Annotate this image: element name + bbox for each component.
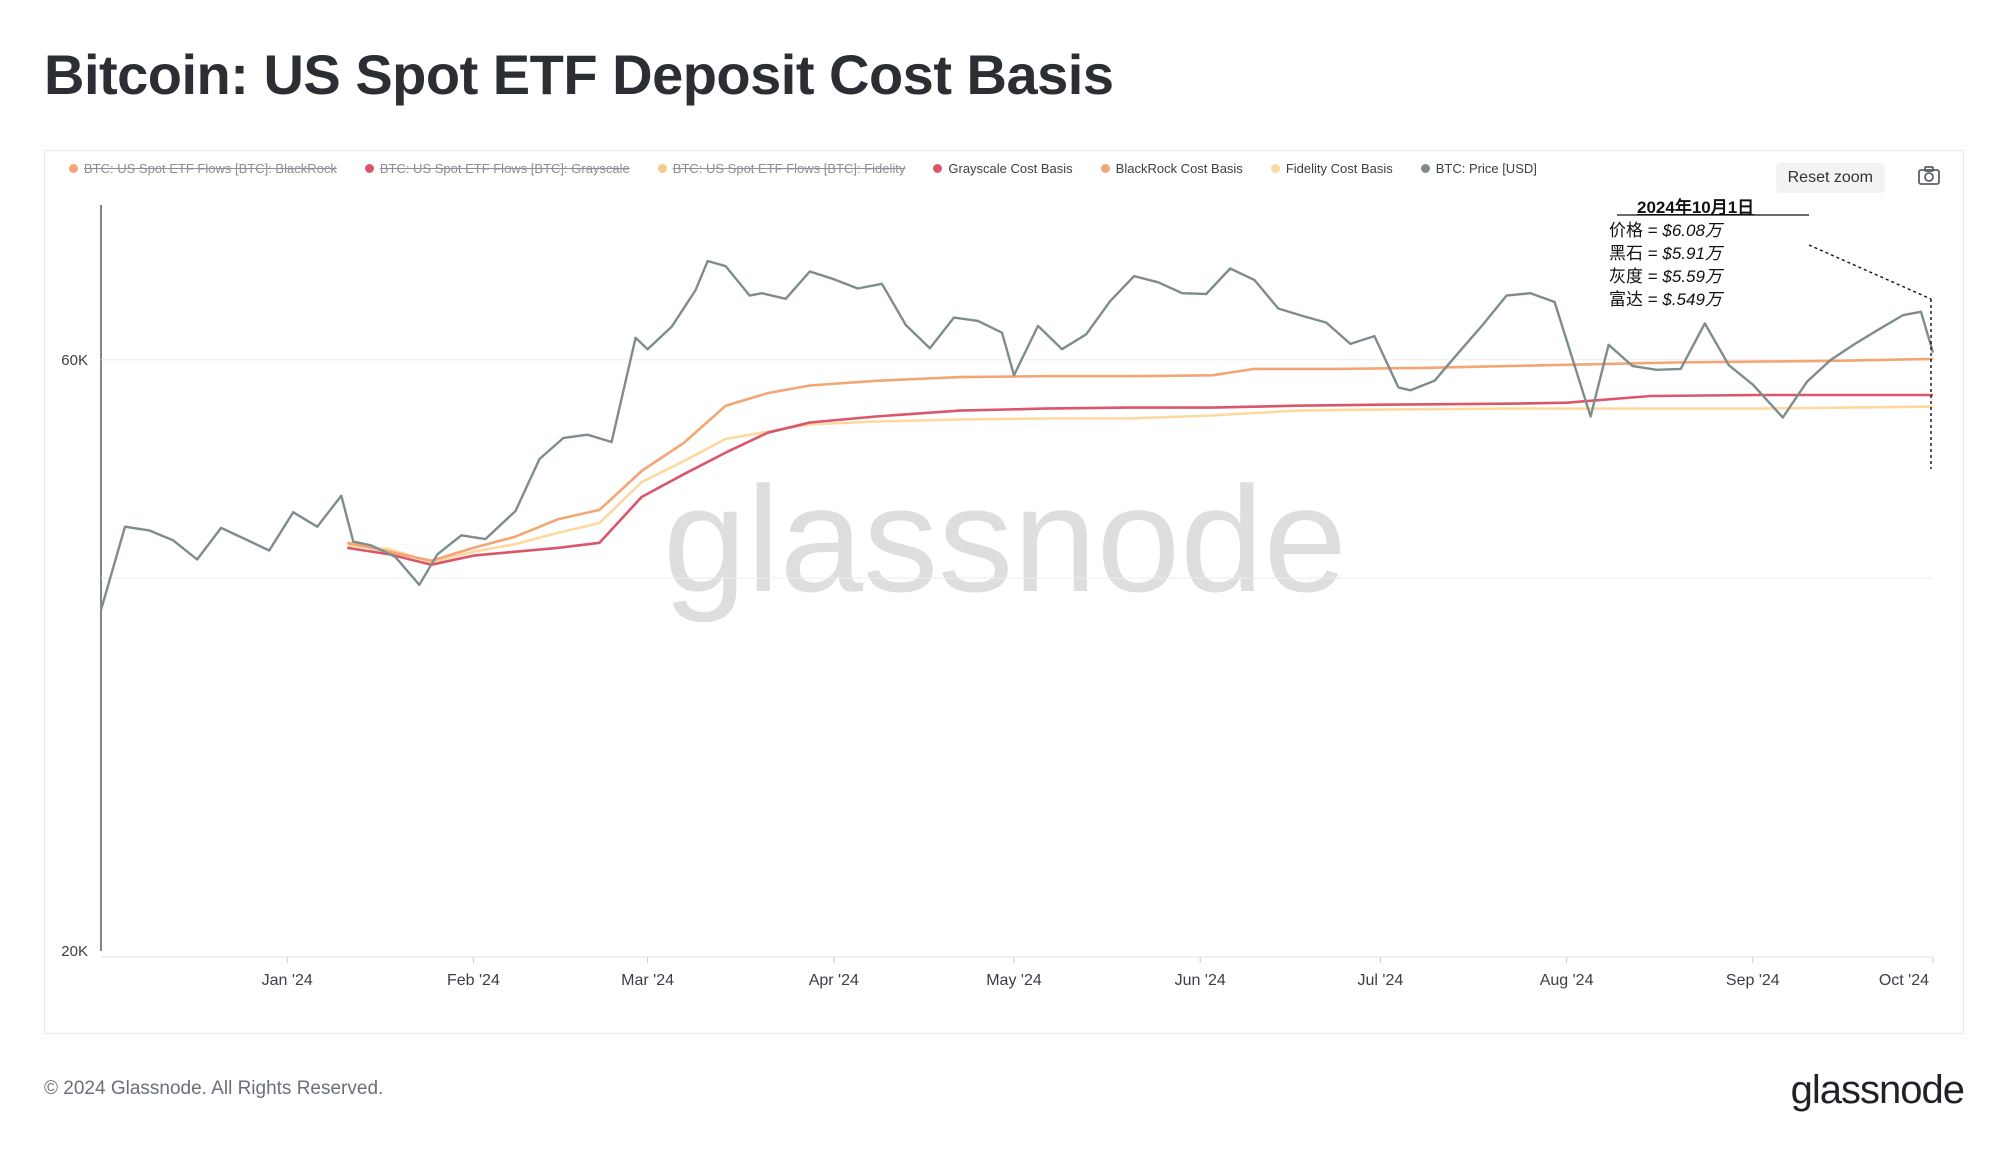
annotation-value: $6.08万 xyxy=(1662,221,1722,240)
x-tick-label: Mar '24 xyxy=(621,972,674,989)
x-tick-label: Jan '24 xyxy=(262,972,313,989)
annotation-row: 黑石 = $5.91万 xyxy=(1609,242,1754,265)
watermark-text: glassnode xyxy=(663,455,1347,623)
annotation-value: $5.59万 xyxy=(1662,267,1722,286)
x-tick-label: May '24 xyxy=(986,972,1042,989)
legend-item[interactable]: BTC: Price [USD] xyxy=(1420,161,1537,176)
legend-dot-icon xyxy=(364,164,374,173)
series-line-fidelity-cost-basis xyxy=(347,405,1934,564)
series-line-grayscale-cost-basis xyxy=(347,393,1933,566)
legend-label: BTC: US Spot ETF Flows [BTC]: BlackRock xyxy=(84,161,337,176)
annotation-value: $.549万 xyxy=(1662,290,1722,309)
reset-zoom-button[interactable]: Reset zoom xyxy=(1775,163,1885,193)
x-tick-label: Feb '24 xyxy=(447,972,500,989)
legend-item[interactable]: BTC: US Spot ETF Flows [BTC]: BlackRock xyxy=(69,161,337,176)
legend-label: BTC: US Spot ETF Flows [BTC]: Fidelity xyxy=(672,161,906,176)
legend-label: Fidelity Cost Basis xyxy=(1285,161,1393,176)
y-tick-label: 60K xyxy=(61,352,88,369)
footer-logo: glassnode xyxy=(1790,1068,1965,1112)
annotation-row: 灰度 = $5.59万 xyxy=(1609,265,1754,288)
annotation-label: 富达 = xyxy=(1609,290,1663,309)
chart-legend: BTC: US Spot ETF Flows [BTC]: BlackRock B… xyxy=(69,161,1537,176)
camera-icon[interactable] xyxy=(1917,165,1941,187)
legend-label: BTC: Price [USD] xyxy=(1435,161,1537,176)
legend-label: Grayscale Cost Basis xyxy=(948,161,1073,176)
legend-dot-icon xyxy=(69,164,78,173)
annotation-label: 价格 = xyxy=(1609,221,1663,240)
page-title: Bitcoin: US Spot ETF Deposit Cost Basis xyxy=(44,43,1114,106)
annotation-leader-line xyxy=(1808,244,1932,300)
annotation-row: 富达 = $.549万 xyxy=(1609,288,1754,311)
legend-dot-icon xyxy=(657,164,667,173)
x-tick-label: Apr '24 xyxy=(809,972,859,989)
series-line-blackrock-cost-basis xyxy=(347,357,1934,563)
annotation-date: 2024年10月1日 xyxy=(1637,198,1755,217)
x-tick-label: Jun '24 xyxy=(1175,972,1226,989)
x-tick-label: Oct '24 xyxy=(1879,972,1929,989)
legend-item[interactable]: BlackRock Cost Basis xyxy=(1100,161,1243,176)
y-tick-label: 20K xyxy=(61,943,88,960)
annotation-label: 黑石 = xyxy=(1609,244,1663,263)
legend-dot-icon xyxy=(1270,164,1280,173)
legend-dot-icon xyxy=(1420,164,1430,173)
series-line-btc-price-usd- xyxy=(99,259,1935,611)
legend-item[interactable]: BTC: US Spot ETF Flows [BTC]: Grayscale xyxy=(364,161,630,176)
annotation-row: 价格 = $6.08万 xyxy=(1609,219,1754,242)
chart-plot: glassnode 20K 60K Jan '24 Feb '24 Mar '24 Apr … xyxy=(61,205,1935,989)
footer-copyright: © 2024 Glassnode. All Rights Reserved. xyxy=(44,1078,384,1099)
legend-item[interactable]: Grayscale Cost Basis xyxy=(933,161,1073,176)
legend-dot-icon xyxy=(1100,164,1110,173)
legend-item[interactable]: Fidelity Cost Basis xyxy=(1270,161,1393,176)
annotation-value: $5.91万 xyxy=(1662,244,1722,263)
x-tick-label: Sep '24 xyxy=(1726,972,1780,989)
legend-dot-icon xyxy=(933,164,943,173)
x-tick-label: Aug '24 xyxy=(1540,972,1594,989)
x-tick-label: Jul '24 xyxy=(1358,972,1404,989)
legend-label: BTC: US Spot ETF Flows [BTC]: Grayscale xyxy=(379,161,630,176)
legend-label: BlackRock Cost Basis xyxy=(1115,161,1243,176)
legend-item[interactable]: BTC: US Spot ETF Flows [BTC]: Fidelity xyxy=(657,161,906,176)
price-annotation: 2024年10月1日 价格 = $6.08万 黑石 = $5.91万 灰度 = $5… xyxy=(1609,196,1754,311)
annotation-label: 灰度 = xyxy=(1609,267,1663,286)
chart-container: BTC: US Spot ETF Flows [BTC]: BlackRock B… xyxy=(44,150,1964,1034)
